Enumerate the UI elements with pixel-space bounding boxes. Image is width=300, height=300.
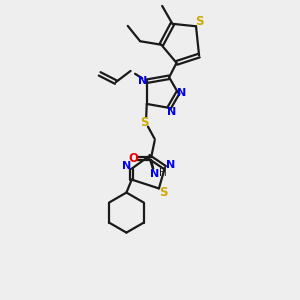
Text: S: S (195, 15, 204, 28)
Text: H: H (159, 168, 167, 178)
Text: N: N (122, 161, 131, 171)
Text: N: N (138, 76, 147, 86)
Text: N: N (150, 169, 159, 179)
Text: S: S (140, 116, 149, 129)
Text: S: S (159, 186, 167, 199)
Text: O: O (128, 152, 138, 165)
Text: N: N (178, 88, 187, 98)
Text: N: N (167, 107, 177, 117)
Text: N: N (166, 160, 175, 170)
